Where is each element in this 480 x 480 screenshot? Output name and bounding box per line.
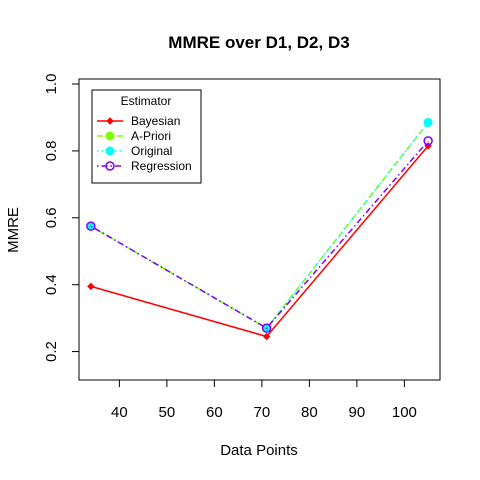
series-regression <box>86 136 433 333</box>
x-tick-label: 40 <box>111 404 128 421</box>
legend-marker-bayesian <box>106 117 114 125</box>
data-point-bayesian <box>262 332 271 341</box>
x-tick-label: 70 <box>254 404 271 421</box>
y-axis: 0.2 0.4 0.6 0.8 1.0 <box>43 74 80 362</box>
y-axis-label: MMRE <box>5 207 22 253</box>
y-tick-label: 0.8 <box>43 140 60 161</box>
legend-label-regression: Regression <box>131 159 192 173</box>
data-point-bayesian <box>87 282 95 291</box>
y-tick-label: 0.4 <box>43 274 60 295</box>
data-point-original <box>423 117 433 127</box>
data-point-regression <box>423 136 433 146</box>
legend-title: Estimator <box>121 94 172 108</box>
x-axis: 40 50 60 70 80 90 100 <box>111 379 417 421</box>
series-layer <box>86 117 433 341</box>
x-tick-label: 60 <box>206 404 223 421</box>
legend-marker-original <box>105 146 115 156</box>
x-tick-label: 80 <box>301 404 318 421</box>
legend-label-original: Original <box>131 144 172 158</box>
y-tick-label: 0.2 <box>43 341 60 362</box>
x-tick-label: 50 <box>159 404 176 421</box>
legend: Estimator BayesianA-PrioriOriginalRegres… <box>91 89 202 184</box>
x-axis-label: Data Points <box>220 442 298 459</box>
legend-label-bayesian: Bayesian <box>131 114 180 128</box>
legend-marker-regression <box>105 161 115 171</box>
legend-marker-a-priori <box>105 131 115 141</box>
series-line-regression <box>90 140 429 330</box>
data-point-regression <box>261 323 272 333</box>
legend-label-a-priori: A-Priori <box>131 129 171 143</box>
x-tick-label: 100 <box>392 404 417 421</box>
x-tick-label: 90 <box>349 404 366 421</box>
series-bayesian <box>87 142 432 341</box>
chart-title: MMRE over D1, D2, D3 <box>168 33 349 52</box>
y-tick-label: 1.0 <box>43 74 60 95</box>
y-tick-label: 0.6 <box>43 207 60 228</box>
data-point-regression <box>86 221 96 231</box>
